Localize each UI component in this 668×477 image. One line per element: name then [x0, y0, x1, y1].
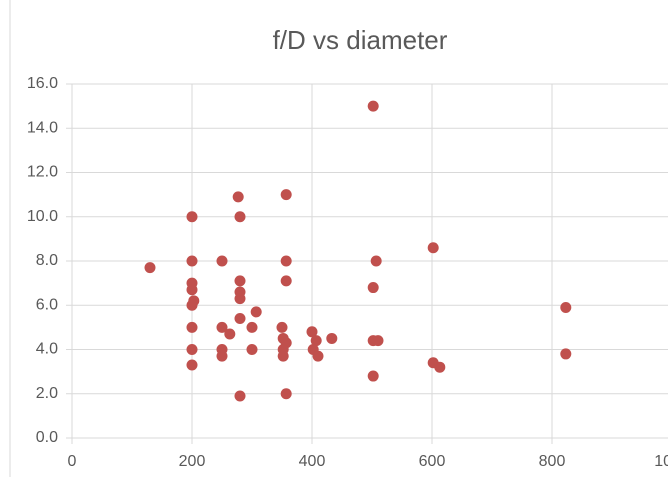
y-tick-label: 6.0	[36, 296, 58, 313]
point	[216, 255, 228, 267]
point	[186, 344, 198, 355]
x-tick-label: 0	[68, 453, 77, 470]
point	[234, 390, 246, 402]
point	[312, 350, 324, 362]
point	[186, 284, 198, 296]
y-tick-label: 16.0	[27, 75, 58, 92]
y-tick-label: 8.0	[36, 252, 58, 269]
point	[280, 275, 292, 287]
y-tick-label: 10.0	[27, 208, 58, 225]
x-tick-label: 400	[299, 453, 326, 470]
point	[246, 321, 258, 333]
point	[246, 344, 258, 355]
point	[280, 388, 292, 400]
point	[234, 275, 246, 287]
y-tick-label: 14.0	[27, 119, 58, 136]
x-tick-label: 800	[539, 453, 566, 470]
point	[310, 335, 322, 347]
point	[234, 293, 246, 305]
y-tick-label: 0.0	[36, 429, 58, 446]
point	[216, 350, 228, 362]
point	[560, 301, 572, 313]
point	[186, 255, 198, 267]
point	[186, 211, 198, 223]
point	[280, 255, 292, 267]
y-tick-label: 12.0	[27, 164, 58, 181]
point	[186, 299, 198, 311]
point	[216, 321, 228, 333]
point	[186, 321, 198, 333]
point	[224, 328, 236, 340]
point	[232, 191, 244, 203]
x-tick-label: 200	[179, 453, 206, 470]
y-tick-label: 4.0	[36, 341, 58, 358]
point	[234, 211, 246, 223]
point	[560, 348, 572, 360]
point	[306, 326, 318, 338]
chart-title: f/D vs diameter	[273, 25, 448, 55]
point	[276, 321, 288, 333]
point	[326, 332, 338, 344]
point	[277, 350, 289, 362]
x-tick-label: 1000	[654, 453, 668, 470]
point	[234, 313, 246, 325]
x-tick-label: 600	[419, 453, 446, 470]
point	[367, 370, 379, 382]
point	[144, 262, 156, 274]
point	[250, 306, 262, 318]
point	[372, 335, 384, 347]
point	[427, 242, 439, 254]
point	[367, 282, 379, 294]
point	[367, 100, 379, 112]
point	[186, 359, 198, 371]
y-tick-label: 2.0	[36, 385, 58, 402]
point	[370, 255, 382, 267]
point	[280, 189, 292, 201]
point	[434, 361, 446, 373]
